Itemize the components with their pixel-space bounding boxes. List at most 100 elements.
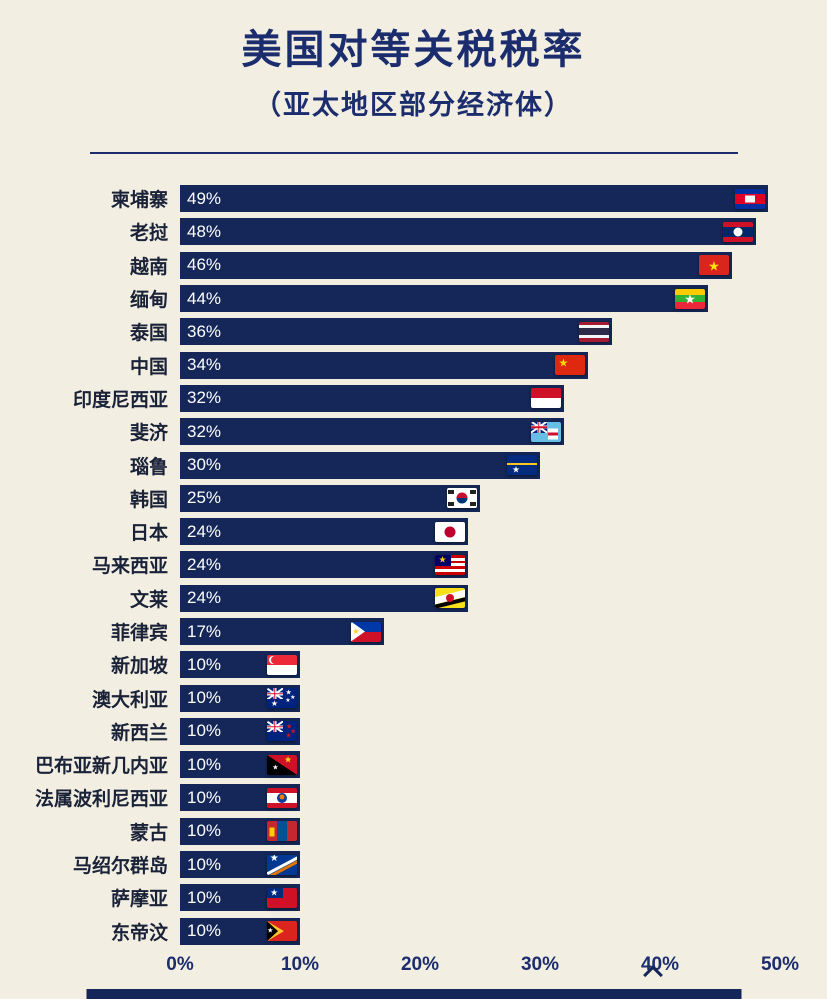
bar-track: 10% ★ ★ ★ ★ <box>180 684 780 712</box>
value-label: 10% <box>187 654 222 674</box>
bar-row: 中国 34% ★ <box>0 348 827 381</box>
bar-track: 10% <box>180 784 780 812</box>
myanmar-flag-icon: ★ <box>675 288 705 309</box>
country-label: 新加坡 <box>110 656 168 678</box>
tariff-bar: 10% ★ ★ ★ ★ <box>180 684 300 712</box>
bar-track: 24% <box>180 584 780 612</box>
value-label: 10% <box>187 821 222 841</box>
philippines-flag-icon: ★ <box>351 621 381 642</box>
axis-tick: 0% <box>166 953 194 975</box>
country-label: 泰国 <box>129 323 168 345</box>
bar-row: 斐济 32% <box>0 415 827 448</box>
bar-track: 44% ★ <box>180 285 780 313</box>
country-label: 瑙鲁 <box>129 456 168 478</box>
value-label: 44% <box>187 288 222 308</box>
bar-row: 菲律宾 17% ★ <box>0 615 827 648</box>
value-label: 10% <box>187 754 222 774</box>
header-divider <box>89 152 738 154</box>
bar-row: 老挝 48% <box>0 215 827 248</box>
country-label: 文莱 <box>129 589 168 611</box>
tariff-bar: 10% ★ <box>180 851 300 879</box>
bar-track: 34% ★ <box>180 351 780 379</box>
value-label: 32% <box>187 388 222 408</box>
value-label: 36% <box>187 321 222 341</box>
country-label: 日本 <box>129 523 168 545</box>
tariff-bar: 10% <box>180 651 300 679</box>
axis-tick: 10% <box>280 953 320 975</box>
bar-track: 36% <box>180 318 780 346</box>
bar-track: 30% ★ <box>180 451 780 479</box>
laos-flag-icon <box>723 221 753 242</box>
bar-track: 24% <box>180 518 780 546</box>
japan-flag-icon <box>435 521 465 542</box>
country-label: 菲律宾 <box>110 623 168 644</box>
timor-leste-flag-icon: ★ <box>267 921 297 942</box>
bar-row: 巴布亚新几内亚 10% ★ ★ <box>0 748 827 781</box>
bar-row: 缅甸 44% ★ <box>0 282 827 315</box>
tariff-bar: 10% ★ ★ ★ <box>180 717 300 745</box>
value-label: 24% <box>187 554 222 574</box>
footer-bar <box>86 989 741 999</box>
value-label: 24% <box>187 521 222 541</box>
tariff-bar: 24% <box>180 518 468 546</box>
axis-tick: 50% <box>760 953 800 975</box>
australia-flag-icon: ★ ★ ★ ★ <box>267 688 297 709</box>
fiji-flag-icon <box>531 421 561 442</box>
tariff-bar: 10% <box>180 817 300 845</box>
bar-track: 32% <box>180 418 780 446</box>
bar-track: 17% ★ <box>180 618 780 645</box>
bar-track: 10% ★ ★ ★ <box>180 717 780 745</box>
country-label: 中国 <box>129 356 168 378</box>
bar-row: 马来西亚 24% ★ <box>0 548 827 581</box>
value-label: 34% <box>187 355 222 375</box>
cambodia-flag-icon <box>735 188 765 209</box>
bar-row: 韩国 25% <box>0 482 827 515</box>
nauru-flag-icon: ★ <box>507 455 537 476</box>
country-label: 老挝 <box>129 223 168 245</box>
country-label: 印度尼西亚 <box>72 389 168 411</box>
value-label: 10% <box>187 921 222 941</box>
tariff-bar: 44% ★ <box>180 285 708 313</box>
bar-row: 马绍尔群岛 10% ★ <box>0 848 827 881</box>
tariff-bar: 36% <box>180 318 612 346</box>
bar-row: 泰国 36% <box>0 315 827 348</box>
value-label: 10% <box>187 721 222 741</box>
bar-row: 越南 46% ★ <box>0 249 827 282</box>
bar-track: 24% ★ <box>180 551 780 579</box>
new-zealand-flag-icon: ★ ★ ★ <box>267 721 297 742</box>
china-flag-icon: ★ <box>555 355 585 376</box>
tariff-bar: 10% ★ <box>180 917 300 945</box>
bar-track: 32% <box>180 384 780 412</box>
bar-track: 10% ★ <box>180 851 780 879</box>
value-label: 30% <box>187 455 222 475</box>
malaysia-flag-icon: ★ <box>435 554 465 575</box>
country-label: 蒙古 <box>129 822 168 844</box>
bar-track: 10% ★ ★ <box>180 751 780 779</box>
tariff-bar: 34% ★ <box>180 351 588 379</box>
bar-row: 澳大利亚 10% ★ ★ ★ ★ <box>0 681 827 714</box>
value-label: 10% <box>187 887 222 907</box>
tariff-bar: 25% <box>180 484 480 512</box>
country-label: 斐济 <box>129 423 168 445</box>
indonesia-flag-icon <box>531 388 561 409</box>
chart-rows: 柬埔寨 49% 老挝 48% 越南 46% ★ 缅甸 <box>0 182 827 948</box>
bar-row: 柬埔寨 49% <box>0 182 827 215</box>
bar-track: 48% <box>180 218 780 246</box>
country-label: 澳大利亚 <box>91 689 168 711</box>
tariff-bar: 48% <box>180 218 756 246</box>
country-label: 韩国 <box>129 489 168 511</box>
tariff-bar: 24% <box>180 584 468 612</box>
bar-row: 法属波利尼西亚 10% <box>0 781 827 814</box>
x-axis: 0% 10% 20% 30% 40% 50% <box>166 952 799 982</box>
thailand-flag-icon <box>579 321 609 342</box>
bar-row: 印度尼西亚 32% <box>0 382 827 415</box>
bar-row: 东帝汶 10% ★ <box>0 915 827 948</box>
country-label: 新西兰 <box>110 722 168 744</box>
tariff-bar: 10% ★ ★ <box>180 751 300 779</box>
vietnam-flag-icon: ★ <box>699 255 729 276</box>
country-label: 萨摩亚 <box>110 889 168 911</box>
tariff-bar: 10% ★ <box>180 884 300 912</box>
bar-chart: 柬埔寨 49% 老挝 48% 越南 46% ★ 缅甸 <box>0 182 827 982</box>
country-label: 马来西亚 <box>91 556 168 578</box>
bar-track: 10% ★ <box>180 884 780 912</box>
